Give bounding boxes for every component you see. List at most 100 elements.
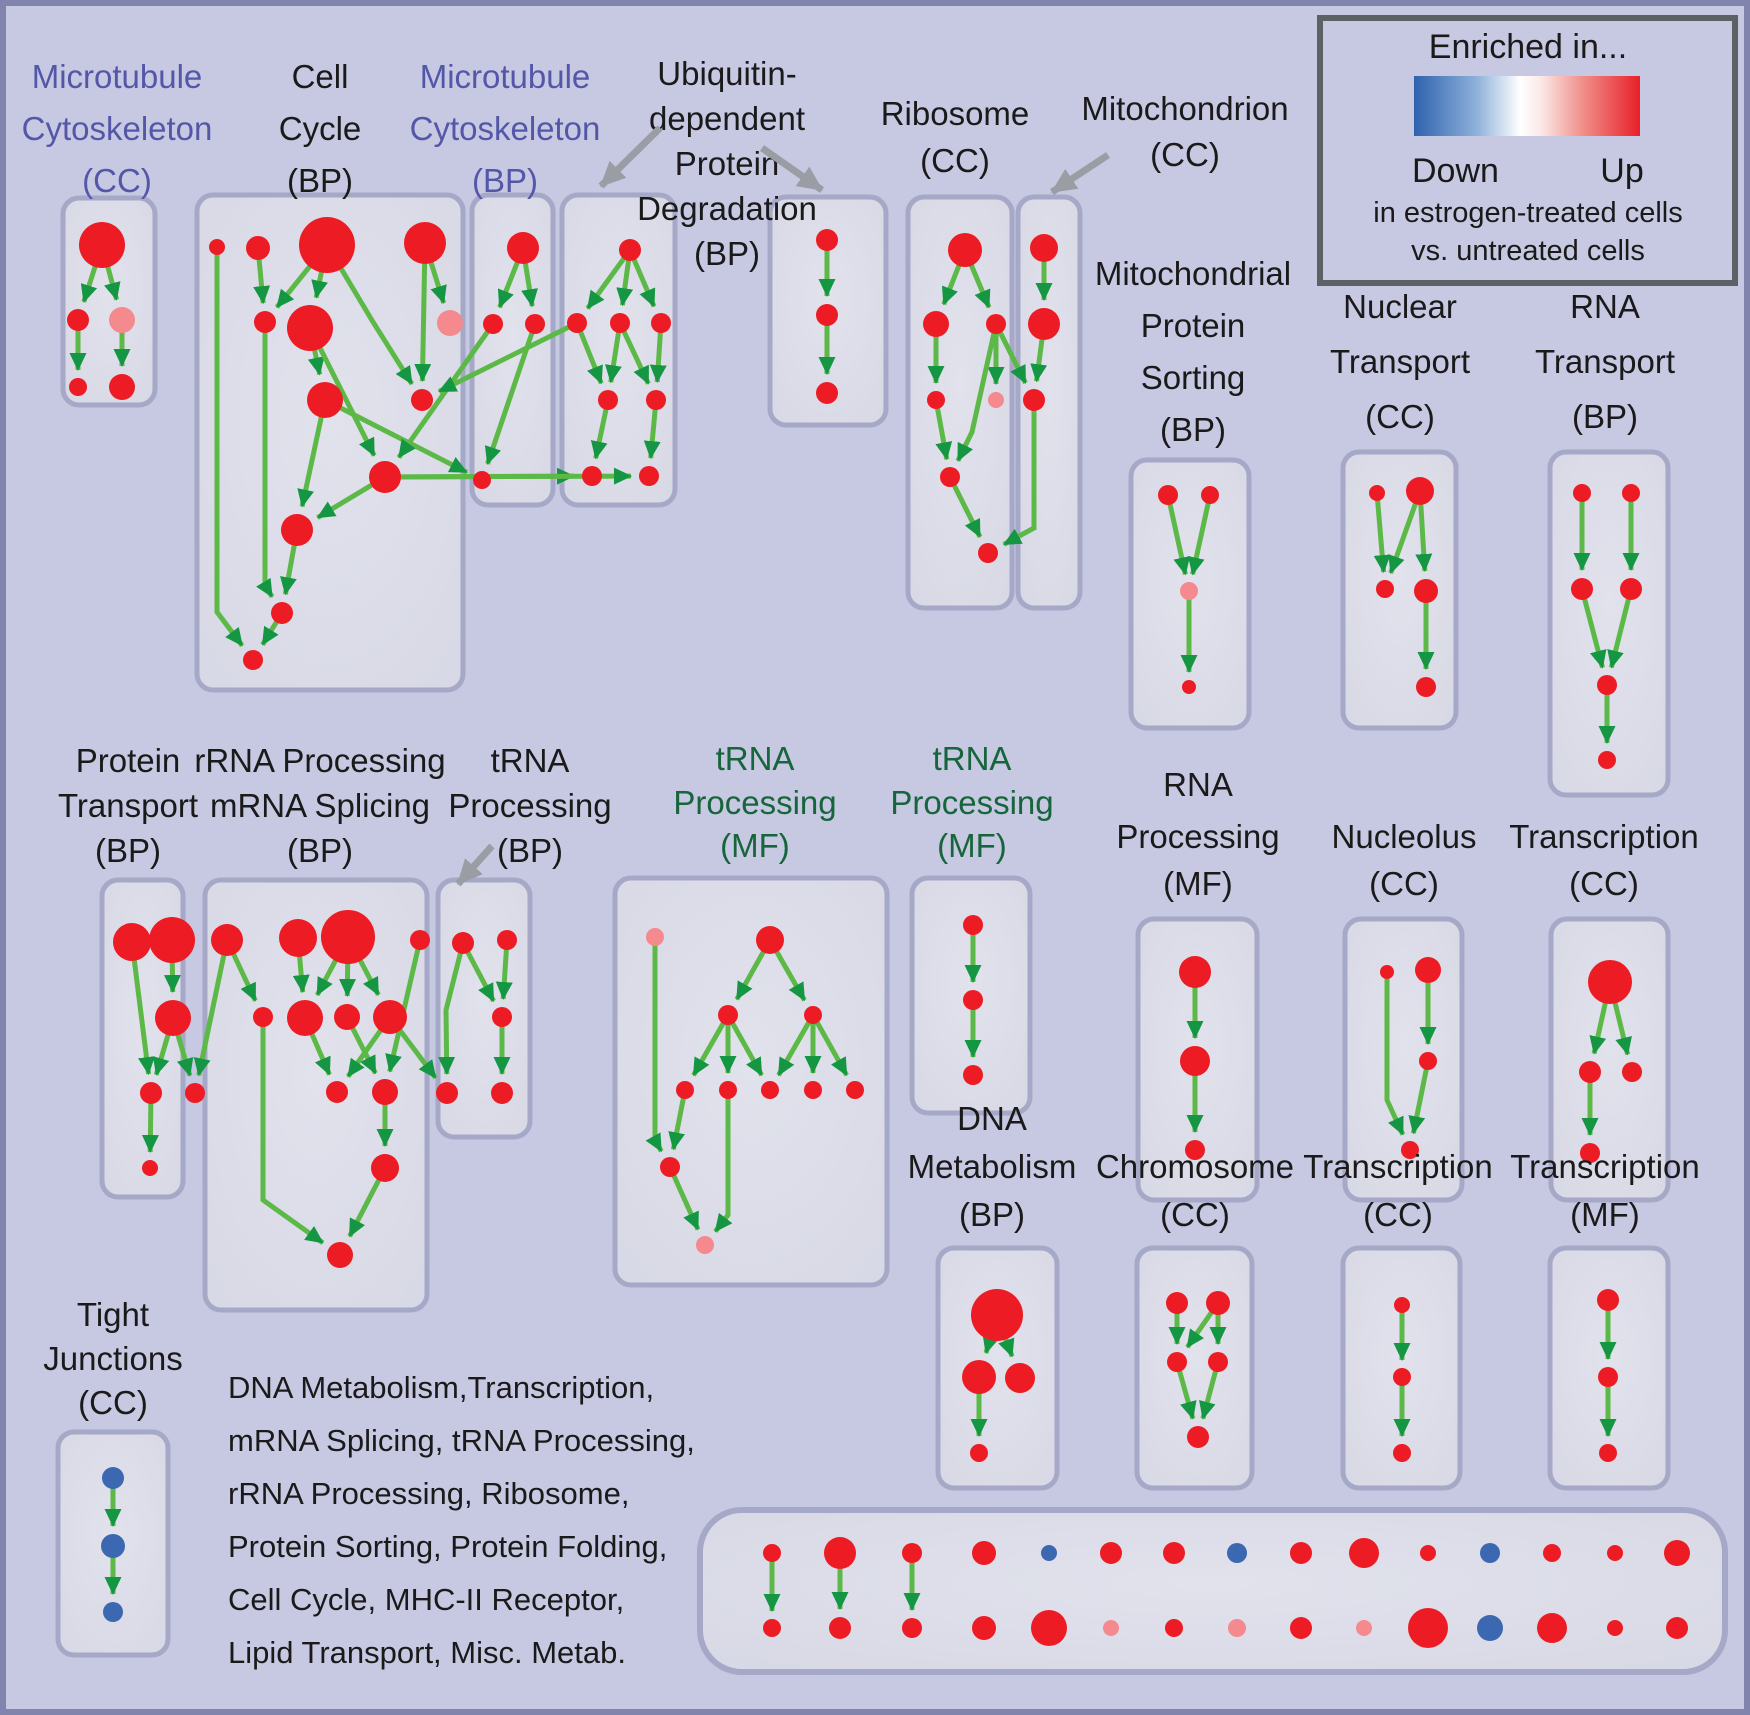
node-nucleolus-m: [1419, 1052, 1437, 1070]
node-transcription-cc-lower-b: [1393, 1368, 1411, 1386]
panel-microtubule-cc-label-line-3: (CC): [82, 162, 152, 199]
panel-chromosome-label-line-2: (CC): [1160, 1196, 1230, 1233]
panel-ubiquitin-degradation-label-line-1: Ubiquitin-: [657, 55, 796, 92]
panel-ubiquitin-degradation-label-line-4: Degradation: [637, 190, 817, 227]
node-rrna-mrna-k: [371, 1154, 399, 1182]
misc-categories-line-1: DNA Metabolism,Transcription,: [228, 1370, 654, 1405]
node-transcription-mf-a: [1597, 1289, 1619, 1311]
node-rna-processing-mf-c: [1185, 1140, 1205, 1160]
panel-dna-metabolism-box: [935, 1245, 1060, 1491]
node-cell-cycle-n3: [299, 217, 355, 273]
panel-transcription-cc-lower-box: [1340, 1245, 1463, 1491]
panel-mitochondrion-label-line-1: Mitochondrion: [1081, 90, 1288, 127]
node-ubiquitin-degradation-ml: [567, 313, 587, 333]
edge-ubiquitin-degradation-ml-ll: [574, 322, 604, 385]
panel-transcription-cc-upper-label-line-2: (CC): [1569, 865, 1639, 902]
node-rna-processing-mf-a: [1179, 956, 1211, 988]
panel-transcription-mf-label-line-1: Transcription: [1510, 1148, 1700, 1185]
strip-col-15-bottom-node: [1666, 1617, 1688, 1639]
node-dna-metabolism-r: [1005, 1363, 1035, 1393]
edge-trna-mf-large-ml-b3: [725, 1013, 764, 1077]
node-ribosome-pk: [988, 392, 1004, 408]
node-ubiquitin-chain-c: [816, 382, 838, 404]
misc-categories-line-5: Cell Cycle, MHC-II Receptor,: [228, 1582, 624, 1617]
edge-nucleolus-s-b: [1384, 972, 1406, 1136]
strip-col-4-bottom-node: [972, 1616, 996, 1640]
node-microtubule-cc-d: [69, 378, 87, 396]
edge-trna-mf-large-b1-ll: [668, 1089, 688, 1151]
node-trna-mf-large-pk: [646, 928, 664, 946]
cross-edge-rrna-mrna-a-to-protein-transport-low2: [193, 939, 230, 1077]
node-trna-mf-large-t: [756, 926, 784, 954]
edge-trna-mf-large-mr-b5: [810, 1013, 849, 1077]
node-cell-cycle-n13: [243, 650, 263, 670]
panel-ubiquitin-degradation-box: [559, 192, 678, 508]
node-rna-transport-b: [1598, 751, 1616, 769]
edge-mito-protein-sorting-tr-pk: [1187, 494, 1213, 576]
panel-transcription-cc-upper-label-line-1: Transcription: [1509, 818, 1699, 855]
node-ubiquitin-degradation-mr: [651, 313, 671, 333]
node-chromosome-mr: [1208, 1352, 1228, 1372]
panel-microtubule-bp-label-line-3: (BP): [472, 162, 538, 199]
node-protein-transport-low2: [185, 1083, 205, 1103]
node-microtubule-cc-c: [109, 307, 135, 333]
node-mito-protein-sorting-tr: [1201, 486, 1219, 504]
node-rrna-mrna-j: [372, 1079, 398, 1105]
node-nucleolus-b: [1401, 1141, 1419, 1159]
panel-rna-processing-mf-label-line-1: RNA: [1163, 766, 1233, 803]
strip-col-11-bottom-node: [1408, 1608, 1448, 1648]
node-cell-cycle-n7: [437, 310, 463, 336]
node-trna-mf-large-ll: [660, 1157, 680, 1177]
trna-bp-arrow: [455, 843, 495, 887]
node-cell-cycle-n8: [307, 382, 343, 418]
panel-dna-metabolism-label-line-1: DNA: [957, 1100, 1027, 1137]
node-trna-bp-br: [491, 1082, 513, 1104]
panel-boxes-layer: [55, 192, 1728, 1675]
strip-col-13-top-node: [1543, 1544, 1561, 1562]
node-rrna-mrna-d: [410, 930, 430, 950]
edge-trna-mf-large-ll-fin: [667, 1165, 701, 1231]
edge-cell-cycle-n1-n13: [214, 247, 245, 648]
misc-categories-line-3: rRNA Processing, Ribosome,: [228, 1476, 629, 1511]
node-ribosome-ll: [927, 391, 945, 409]
node-rna-transport-cv: [1597, 675, 1617, 695]
panel-rrna-mrna-label-line-2: mRNA Splicing: [210, 787, 430, 824]
node-ubiquitin-chain-a: [816, 229, 838, 251]
node-rrna-mrna-b: [279, 919, 317, 957]
node-chromosome-ml: [1167, 1352, 1187, 1372]
strip-col-5-top-node: [1041, 1545, 1057, 1561]
node-protein-transport-b: [142, 1160, 158, 1176]
node-tight-junctions-b: [101, 1534, 125, 1558]
node-transcription-cc-lower-c: [1393, 1444, 1411, 1462]
node-transcription-cc-upper-ml: [1579, 1061, 1601, 1083]
node-rrna-mrna-g: [334, 1004, 360, 1030]
ubiquitin-left-arrow: [598, 125, 663, 189]
node-dna-metabolism-g: [971, 1289, 1023, 1341]
node-protein-transport-tr: [149, 917, 195, 963]
strip-col-9-top-node: [1290, 1542, 1312, 1564]
strip-col-1-bottom-node: [763, 1619, 781, 1637]
strip-col-9-bottom-node: [1290, 1617, 1312, 1639]
edge-cell-cycle-n3-n9: [324, 243, 415, 386]
strip-col-7-bottom-node: [1165, 1619, 1183, 1637]
node-ribosome-mr: [986, 314, 1006, 334]
strip-col-10-top-node: [1349, 1538, 1379, 1568]
panel-microtubule-cc-label-line-1: Microtubule: [32, 58, 203, 95]
strip-col-15-top-node: [1664, 1540, 1690, 1566]
panel-rrna-mrna-label-line-3: (BP): [287, 832, 353, 869]
panel-mito-protein-sorting-label-line-4: (BP): [1160, 411, 1226, 448]
panel-trna-mf-large-box: [612, 875, 890, 1288]
panel-cell-cycle-label-line-1: Cell: [292, 58, 349, 95]
node-trna-mf-large-b1: [676, 1081, 694, 1099]
nodes-layer: [67, 217, 1690, 1648]
node-transcription-cc-upper-g: [1588, 960, 1632, 1004]
node-rna-transport-tl: [1573, 484, 1591, 502]
node-rrna-mrna-e: [253, 1007, 273, 1027]
panel-rrna-mrna-label-line-1: rRNA Processing: [194, 742, 445, 779]
node-protein-transport-m: [155, 1000, 191, 1036]
node-dna-metabolism-b: [970, 1444, 988, 1462]
node-protein-transport-low: [140, 1082, 162, 1104]
strip-col-3-bottom-node: [902, 1618, 922, 1638]
